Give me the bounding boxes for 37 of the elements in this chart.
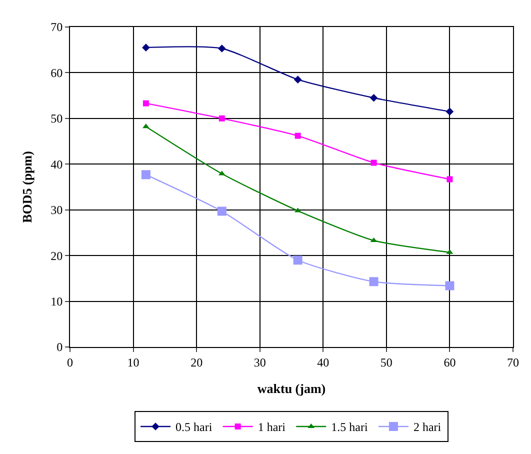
x-tick-label: 60 [444,355,456,370]
y-tick-label: 50 [50,112,63,126]
point [446,108,454,116]
x-tick-label: 30 [254,355,266,370]
point [370,94,378,102]
legend-label: 2 hari [413,420,442,434]
x-tick-label: 50 [380,355,392,370]
y-axis-title: BOD5 (ppm) [20,151,35,223]
point [142,100,149,106]
point [446,176,453,182]
point [142,44,150,52]
legend-label: 0.5 hari [176,420,213,434]
x-tick-label: 70 [507,355,519,370]
point [293,256,302,265]
y-tick-label: 30 [50,203,63,218]
point [294,76,302,84]
legend-label: 1.5 hari [331,420,368,434]
y-tick-label: 0 [56,340,63,354]
y-tick-label: 20 [50,248,63,263]
x-tick-label: 0 [67,355,73,370]
point [218,44,226,52]
point [370,160,377,166]
y-tick-label: 10 [50,294,63,308]
x-tick-label: 10 [127,355,140,370]
point [294,132,301,139]
x-tick-label: 40 [317,355,330,370]
legend-label: 1 hari [258,420,286,434]
x-axis-title: waktu (jam) [257,381,326,396]
point [369,277,378,286]
point [217,206,226,216]
y-tick-label: 40 [50,157,63,172]
y-tick-label: 60 [50,66,63,80]
point [445,281,454,290]
point [218,115,225,122]
point [141,170,150,180]
x-tick-label: 20 [190,355,203,370]
y-tick-label: 70 [50,20,63,34]
